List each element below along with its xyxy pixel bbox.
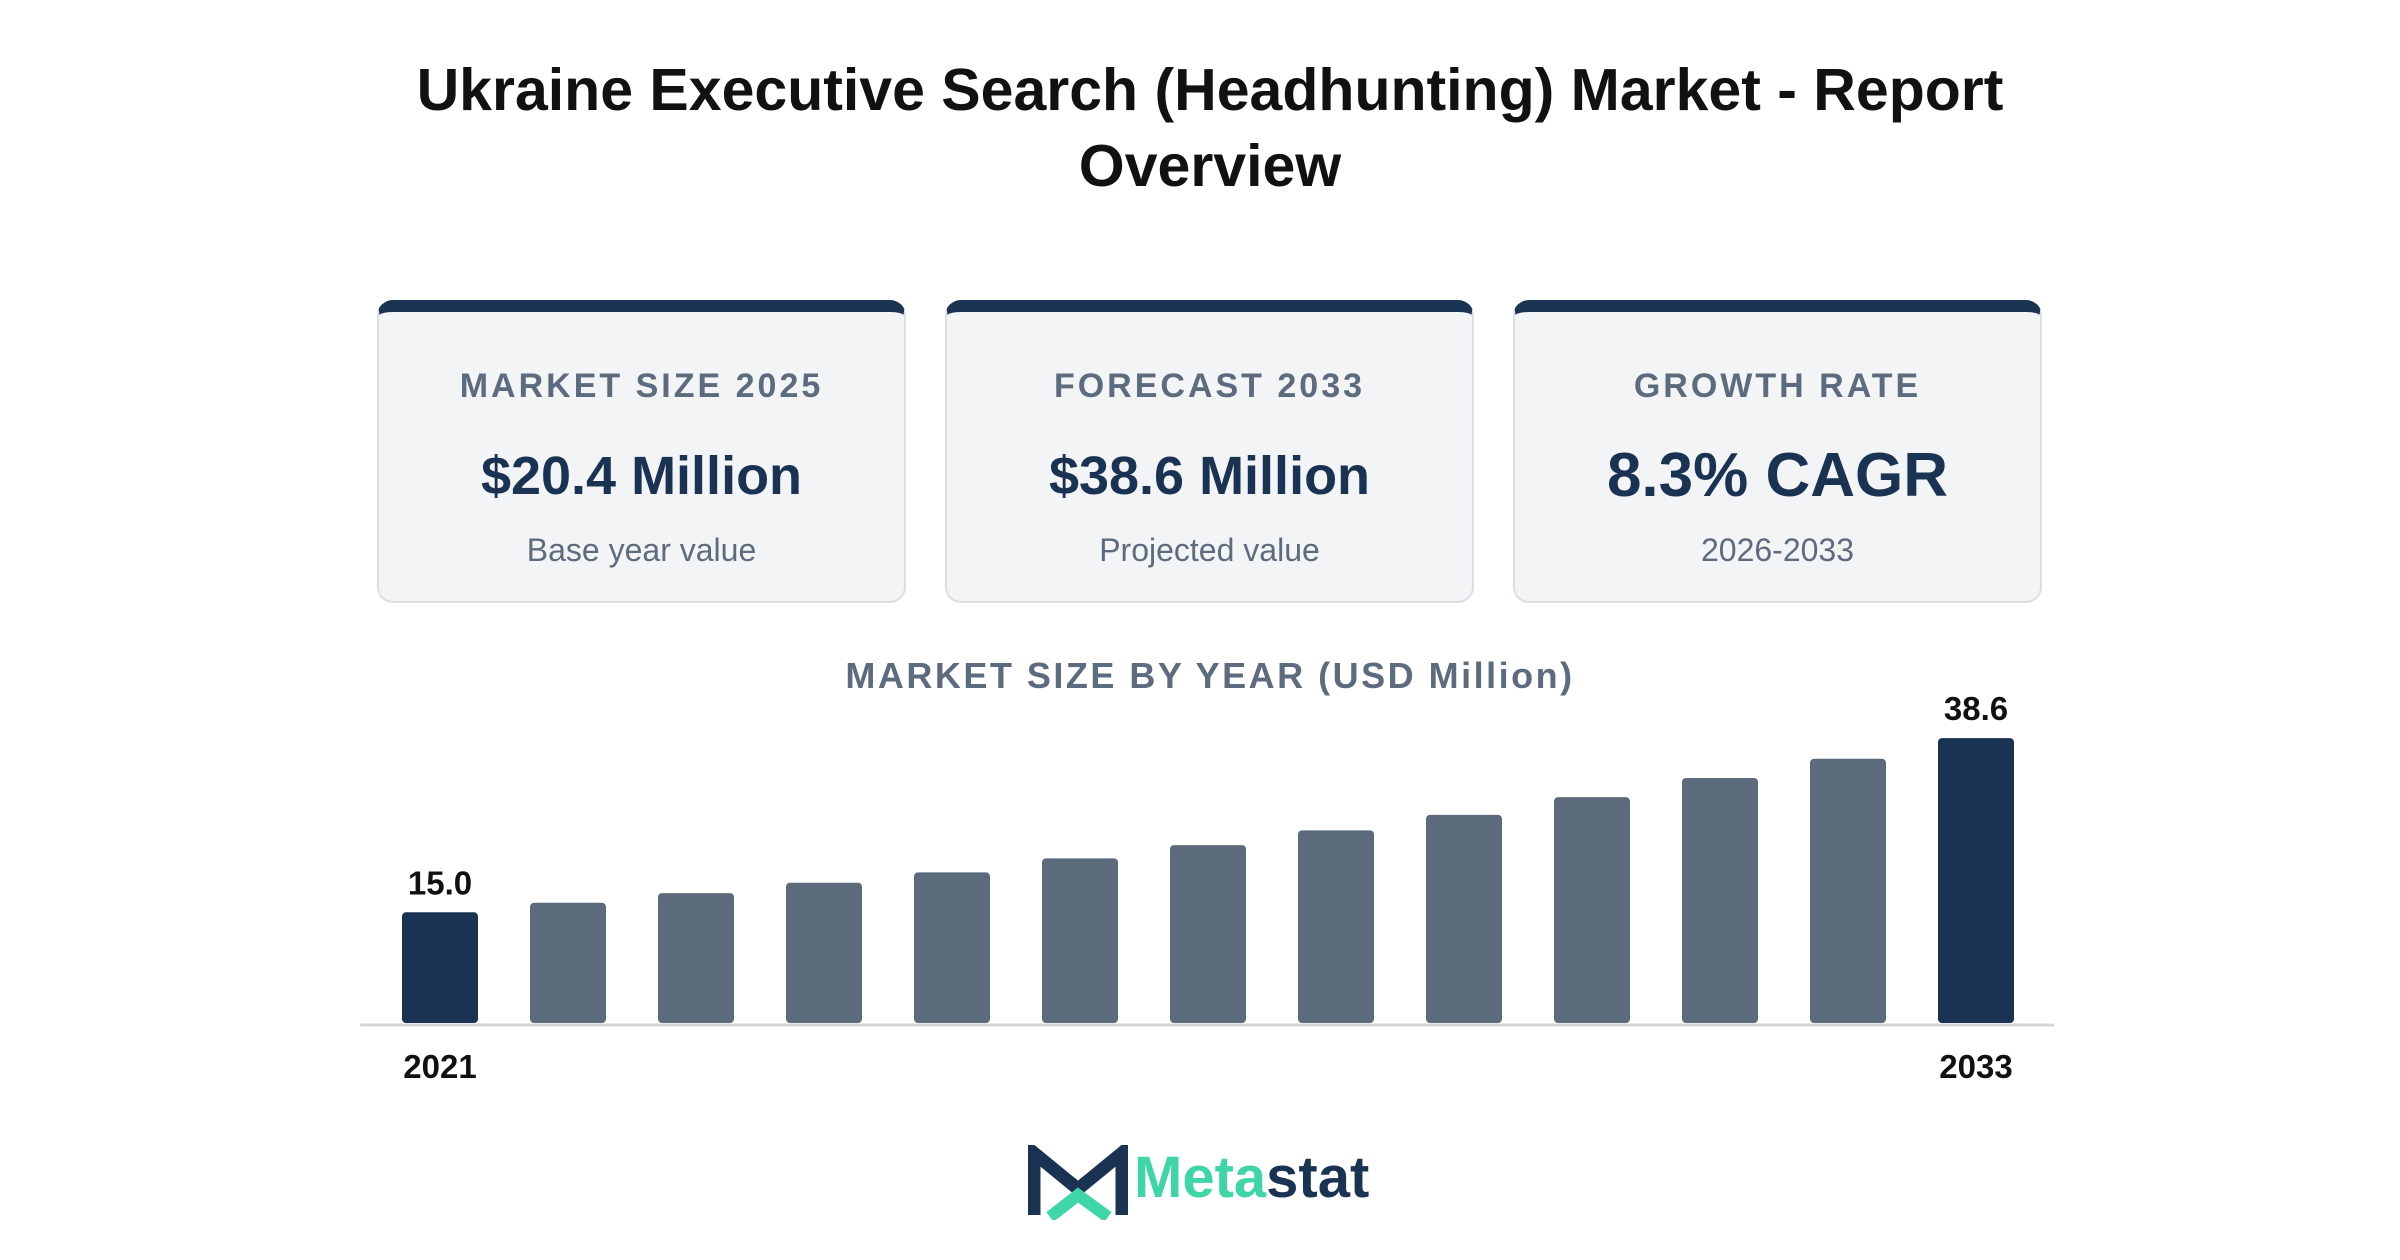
bar-2030 xyxy=(1554,797,1630,1023)
data-label-2021: 15.0 xyxy=(408,864,472,901)
bar-2023 xyxy=(658,893,734,1023)
card-label: FORECAST 2033 xyxy=(1053,367,1366,405)
bar-2027 xyxy=(1170,845,1246,1023)
logo-text-meta: Meta xyxy=(1134,1145,1267,1210)
growth-rate-card: GROWTH RATE 8.3% CAGR 2026-2033 xyxy=(1513,300,2042,603)
metastat-logo: Metastat xyxy=(1028,1140,1408,1220)
logo-text-stat: stat xyxy=(1266,1145,1370,1210)
card-value: 8.3% CAGR xyxy=(1606,441,1949,510)
data-label-2033: 38.6 xyxy=(1944,690,2008,727)
card-subtitle: 2026-2033 xyxy=(1700,532,1855,568)
card-subtitle: Projected value xyxy=(1099,532,1320,568)
bar-2025 xyxy=(914,872,990,1023)
logo-wordmark: Metastat xyxy=(1134,1144,1369,1211)
card-subtitle: Base year value xyxy=(526,532,757,568)
chart-title: MARKET SIZE BY YEAR (USD Million) xyxy=(845,655,1575,696)
bar-2024 xyxy=(786,882,862,1023)
market-size-card: MARKET SIZE 2025 $20.4 Million Base year… xyxy=(377,300,906,603)
bar-2032 xyxy=(1810,758,1886,1023)
card-label: GROWTH RATE xyxy=(1633,367,1922,405)
card-value: $20.4 Million xyxy=(480,446,803,506)
x-tick-label-2033: 2033 xyxy=(1939,1048,2012,1085)
bar-2026 xyxy=(1042,858,1118,1023)
metastat-logo-icon xyxy=(1028,1145,1128,1220)
bar-2028 xyxy=(1298,830,1374,1023)
bar-2021 xyxy=(402,912,478,1023)
bar-2031 xyxy=(1682,777,1758,1023)
page-title: Ukraine Executive Search (Headhunting) M… xyxy=(416,57,2004,199)
bar-2022 xyxy=(530,902,606,1023)
forecast-card: FORECAST 2033 $38.6 Million Projected va… xyxy=(945,300,1474,603)
x-tick-label-2021: 2021 xyxy=(403,1048,476,1085)
card-value: $38.6 Million xyxy=(1048,446,1371,506)
card-label: MARKET SIZE 2025 xyxy=(459,367,824,405)
bar-chart: 15.0 2021 38.6 2033 xyxy=(360,690,2054,1085)
bar-2033 xyxy=(1938,738,2014,1023)
bar-2029 xyxy=(1426,814,1502,1023)
